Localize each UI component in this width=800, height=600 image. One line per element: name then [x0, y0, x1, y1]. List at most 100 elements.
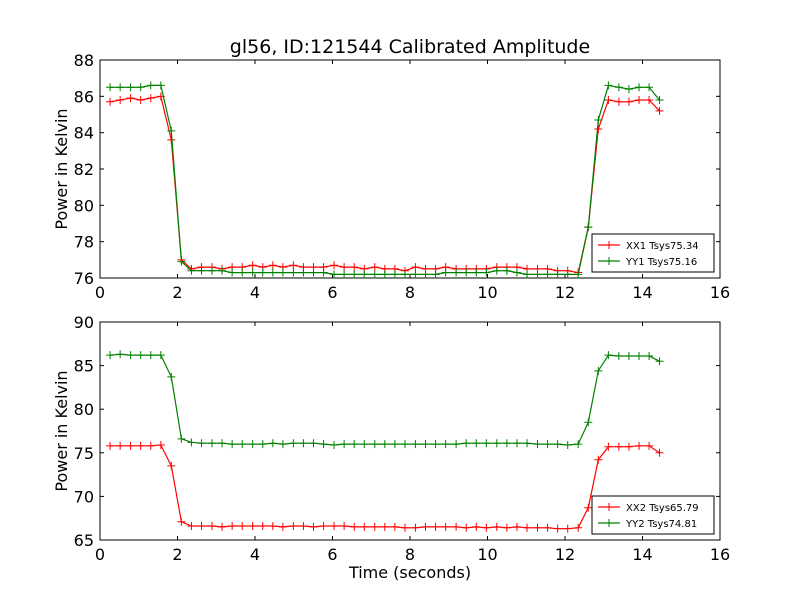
- top-data-point: [645, 83, 654, 92]
- top-legend-label: YY1 Tsys75.16: [625, 257, 697, 268]
- bottom-data-point: [238, 440, 247, 449]
- top-data-point: [309, 268, 318, 277]
- bottom-data-point: [411, 440, 420, 449]
- bottom-data-point: [472, 439, 481, 448]
- top-y-axis-label: Power in Kelvin: [52, 108, 71, 229]
- bottom-data-point: [207, 522, 216, 531]
- top-data-point: [340, 270, 349, 279]
- bottom-data-point: [258, 440, 267, 449]
- bottom-data-point: [553, 524, 562, 533]
- top-data-point: [411, 263, 420, 272]
- top-data-point: [452, 268, 461, 277]
- bottom-data-point: [187, 522, 196, 531]
- bottom-data-point: [400, 523, 409, 532]
- bottom-data-point: [258, 522, 267, 531]
- top-data-point: [594, 115, 603, 124]
- bottom-data-point: [278, 440, 287, 449]
- top-y-tick-label: 76: [74, 269, 94, 288]
- top-data-point: [340, 263, 349, 272]
- top-x-tick-label: 10: [477, 283, 497, 302]
- top-data-point: [106, 83, 115, 92]
- bottom-data-point: [136, 441, 145, 450]
- top-data-point: [523, 270, 532, 279]
- bottom-data-point: [319, 522, 328, 531]
- top-data-point: [400, 270, 409, 279]
- bottom-data-point: [452, 522, 461, 531]
- bottom-data-point: [299, 522, 308, 531]
- bottom-data-point: [452, 440, 461, 449]
- bottom-data-point: [543, 523, 552, 532]
- top-y-tick-label: 88: [74, 51, 94, 70]
- top-data-point: [248, 261, 257, 270]
- top-legend-label: XX1 Tsys75.34: [626, 241, 699, 252]
- top-data-point: [370, 263, 379, 272]
- bottom-legend-label: XX2 Tsys65.79: [626, 503, 699, 514]
- top-data-point: [126, 94, 135, 103]
- bottom-data-point: [604, 351, 613, 360]
- bottom-legend-marker: [605, 519, 613, 527]
- top-data-point: [462, 268, 471, 277]
- top-data-point: [360, 270, 369, 279]
- subplot-top: 0 2 4 6 8 10 12 14 16 76 78 80 82 84 86 88 Power in Kelv…: [52, 51, 730, 302]
- bottom-data-point: [309, 522, 318, 531]
- bottom-data-point: [502, 523, 511, 532]
- top-data-point: [543, 270, 552, 279]
- bottom-data-point: [462, 523, 471, 532]
- bottom-data-point: [584, 503, 593, 512]
- top-data-point: [502, 266, 511, 275]
- bottom-data-point: [106, 351, 115, 360]
- bottom-data-point: [431, 440, 440, 449]
- bottom-data-point: [167, 372, 176, 381]
- top-data-point: [604, 81, 613, 90]
- bottom-data-point: [177, 434, 186, 443]
- bottom-legend-label: YY2 Tsys74.81: [625, 519, 697, 530]
- top-x-tick-label: 12: [555, 283, 575, 302]
- bottom-y-axis-label: Power in Kelvin: [52, 370, 71, 491]
- top-data-point: [218, 266, 227, 275]
- top-data-point: [238, 268, 247, 277]
- bottom-data-point: [248, 522, 257, 531]
- chart-title: gl56, ID:121544 Calibrated Amplitude: [230, 36, 590, 58]
- bottom-x-tick-label: 16: [710, 545, 730, 564]
- bottom-data-point: [187, 438, 196, 447]
- top-data-point: [319, 268, 328, 277]
- top-data-point: [574, 270, 583, 279]
- top-data-point: [655, 106, 664, 115]
- top-data-point: [604, 95, 613, 104]
- bottom-data-point: [350, 522, 359, 531]
- top-data-point: [380, 270, 389, 279]
- top-data-point: [177, 257, 186, 266]
- top-data-point: [136, 83, 145, 92]
- top-data-point: [624, 85, 633, 94]
- bottom-data-point: [330, 440, 339, 449]
- bottom-data-point: [228, 440, 237, 449]
- bottom-data-point: [462, 439, 471, 448]
- bottom-legend-marker: [605, 503, 613, 511]
- bottom-data-point: [207, 439, 216, 448]
- bottom-x-tick-label: 2: [172, 545, 182, 564]
- bottom-data-point: [400, 440, 409, 449]
- bottom-data-point: [645, 352, 654, 361]
- bottom-data-point: [604, 442, 613, 451]
- bottom-data-point: [370, 522, 379, 531]
- bottom-data-point: [380, 522, 389, 531]
- bottom-data-point: [390, 440, 399, 449]
- top-data-point: [350, 263, 359, 272]
- bottom-data-point: [574, 440, 583, 449]
- bottom-data-point: [116, 350, 125, 359]
- top-data-point: [187, 266, 196, 275]
- bottom-data-point: [370, 440, 379, 449]
- bottom-data-point: [431, 522, 440, 531]
- bottom-x-tick-label: 6: [327, 545, 337, 564]
- bottom-data-point: [156, 440, 165, 449]
- top-data-point: [421, 270, 430, 279]
- bottom-data-point: [390, 522, 399, 531]
- bottom-data-point: [238, 522, 247, 531]
- top-x-tick-label: 0: [95, 283, 105, 302]
- bottom-x-tick-label: 14: [632, 545, 652, 564]
- bottom-data-point: [502, 439, 511, 448]
- top-data-point: [289, 261, 298, 270]
- top-data-point: [482, 268, 491, 277]
- bottom-data-point: [655, 357, 664, 366]
